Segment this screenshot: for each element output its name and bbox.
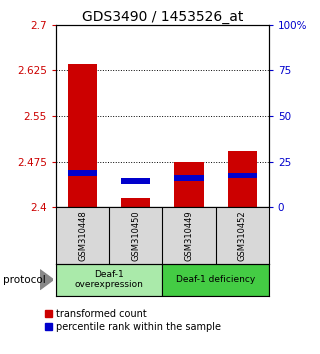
- Title: GDS3490 / 1453526_at: GDS3490 / 1453526_at: [82, 10, 243, 24]
- Bar: [121, 198, 150, 207]
- Text: GSM310448: GSM310448: [78, 210, 87, 261]
- Bar: [228, 173, 257, 178]
- Text: protocol: protocol: [3, 275, 46, 285]
- Legend: transformed count, percentile rank within the sample: transformed count, percentile rank withi…: [45, 309, 220, 332]
- Bar: [228, 151, 257, 207]
- Polygon shape: [40, 270, 53, 290]
- Bar: [68, 170, 97, 176]
- Bar: [174, 161, 204, 207]
- Bar: [121, 178, 150, 184]
- Bar: [56, 264, 163, 296]
- Text: Deaf-1
overexpression: Deaf-1 overexpression: [75, 270, 144, 289]
- Text: GSM310450: GSM310450: [131, 210, 140, 261]
- Text: GSM310452: GSM310452: [238, 210, 247, 261]
- Text: Deaf-1 deficiency: Deaf-1 deficiency: [176, 275, 255, 284]
- Text: GSM310449: GSM310449: [185, 210, 194, 261]
- Bar: [174, 175, 204, 181]
- Bar: [68, 64, 97, 207]
- Bar: [163, 264, 269, 296]
